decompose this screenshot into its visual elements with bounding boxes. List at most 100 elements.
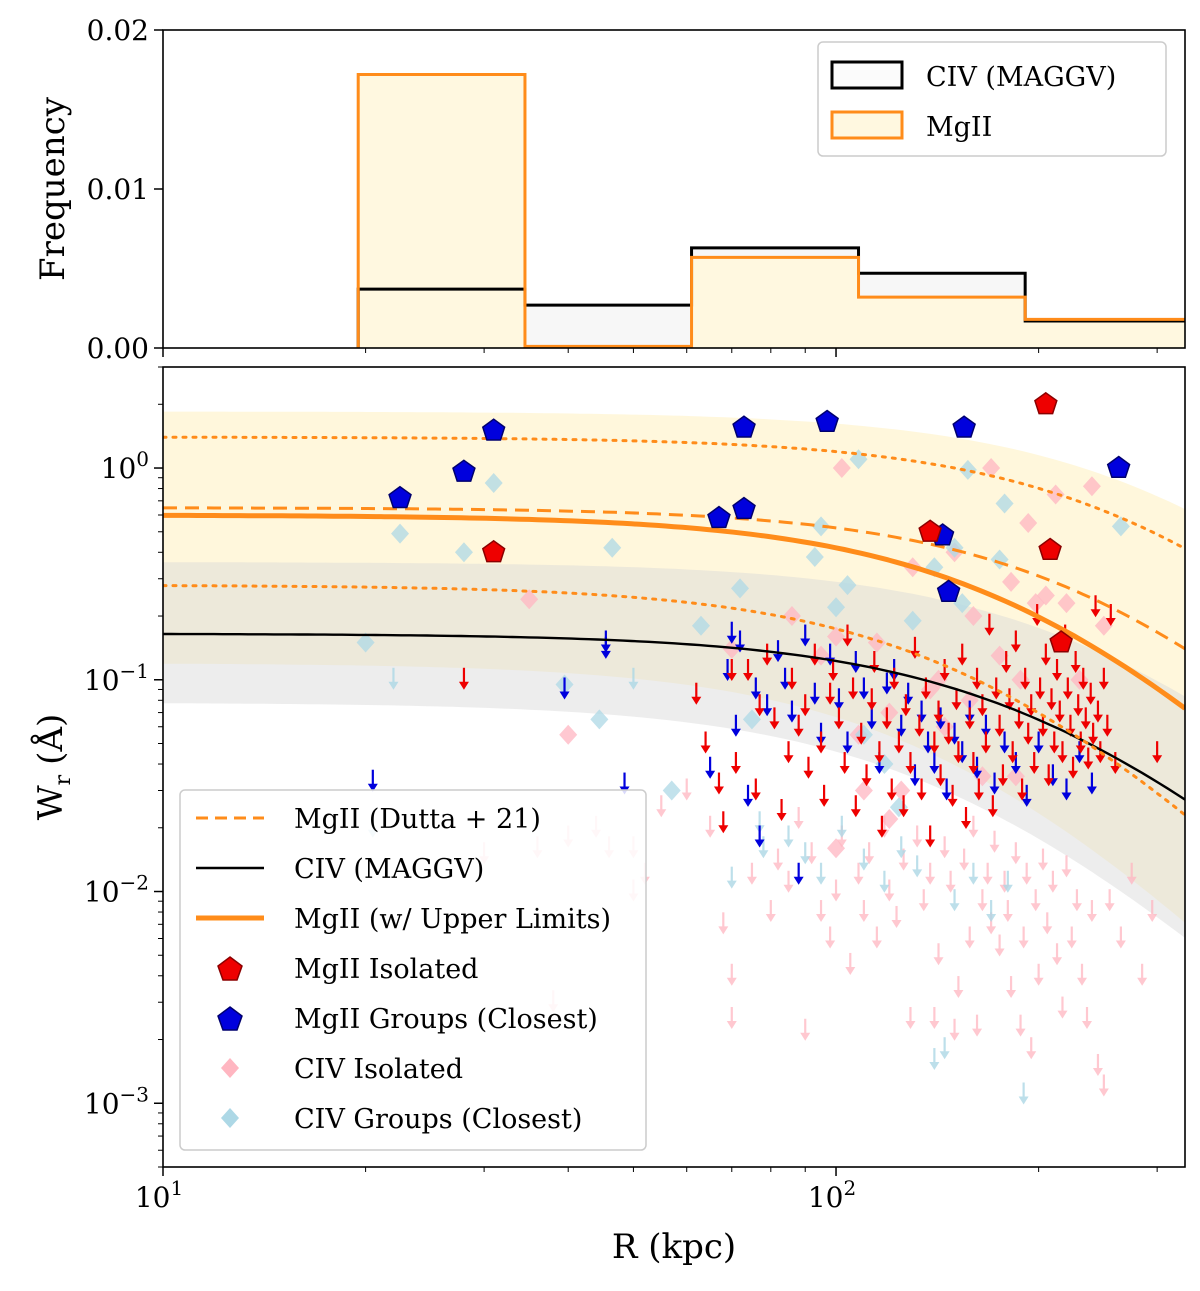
legend-swatch-civ-groups (221, 1108, 239, 1128)
mgii-isolated-upper-limit (874, 741, 885, 764)
mgii-isolated-upper-limit (991, 677, 1002, 700)
mgii-isolated-upper-limit (1054, 700, 1065, 723)
mgii-isolated-upper-limit (1068, 756, 1079, 779)
mgii-isolated-upper-limit (935, 764, 946, 787)
civ-groups-point (391, 523, 410, 544)
civ-isolated-upper-limit (1137, 963, 1148, 986)
civ-detections (356, 449, 1130, 859)
mgii-isolated-upper-limit (786, 667, 797, 690)
civ-isolated-upper-limit (718, 912, 729, 935)
svg-text:Wr(Å): Wr (Å) (30, 714, 76, 821)
mgii-groups-upper-limit (999, 731, 1010, 754)
civ-isolated-upper-limit (1092, 1053, 1103, 1076)
mgii-isolated-upper-limit (951, 688, 962, 711)
mgii-groups-point (732, 415, 756, 438)
mgii-groups-upper-limit (743, 784, 754, 807)
mgii-isolated-upper-limit (939, 659, 950, 682)
mgii-isolated-upper-limit (1085, 682, 1096, 705)
mgii-groups-point (815, 409, 839, 433)
civ-isolated-point (880, 702, 899, 723)
civ-groups-point (484, 472, 503, 493)
mgii-groups-upper-limit (923, 731, 934, 754)
y-label-sub: r (51, 774, 76, 785)
mgii-isolated-upper-limit (833, 707, 844, 730)
histogram-bars (356, 73, 1185, 348)
civ-isolated-upper-limit (1098, 1074, 1109, 1097)
mgii-groups-point (452, 459, 476, 482)
mgii-isolated-upper-limit (881, 707, 892, 730)
civ-groups-point (662, 780, 681, 801)
mgii-isolated-upper-limit (691, 682, 702, 705)
mgii-isolated-upper-limit (1007, 741, 1018, 764)
mgii-groups-upper-limit (773, 640, 784, 663)
mgii-groups-point (707, 505, 731, 529)
mgii-isolated-upper-limit (848, 677, 859, 700)
mgii-isolated-upper-limit (800, 694, 811, 717)
mgii-isolated-point (1038, 537, 1062, 561)
scatter-legend-box (179, 789, 647, 1151)
mgii-isolated-upper-limit (972, 667, 983, 690)
mgii-isolated-upper-limit (876, 815, 887, 838)
mgii-isolated-upper-limit (726, 659, 737, 682)
civ-isolated-point (1057, 593, 1076, 614)
civ-isolated-upper-limit (1037, 848, 1048, 871)
scatter-legend: MgII (Dutta + 21) CIV (MAGGV) MgII (w/ U… (179, 789, 647, 1151)
scatter-ticks: 101 102 10−3 10−2 10−1 100 (84, 366, 1158, 1214)
civ-isolated-upper-limit (1086, 900, 1097, 923)
civ-isolated-upper-limit (1006, 976, 1017, 999)
hist-ytick-label: 0.02 (87, 14, 149, 47)
mgii-isolated-upper-limit (816, 731, 827, 754)
civ-isolated-point (520, 589, 539, 610)
civ-isolated-upper-limit (1002, 900, 1013, 923)
mgii-groups-point (388, 485, 412, 509)
mgii-groups-upper-limit (705, 756, 716, 779)
mgii-isolated-upper-limit (1080, 707, 1091, 730)
mgii-isolated-upper-limit (1017, 778, 1028, 801)
mgii-groups-point (732, 496, 756, 520)
civ-isolated-upper-limit (1030, 889, 1041, 912)
civ-upper-limits (367, 667, 1158, 1105)
curve-mgii-scatter (163, 435, 1185, 551)
civ-isolated-upper-limit (1015, 1014, 1026, 1037)
mgii-isolated-upper-limit (905, 752, 916, 775)
curve-mgii-scatter (163, 584, 1185, 817)
mgii-isolated-upper-limit (754, 694, 765, 717)
mgii-isolated-upper-limit (850, 795, 861, 818)
mgii-isolated-upper-limit (1098, 667, 1109, 690)
mgii-isolated-upper-limit (839, 752, 850, 775)
mgii-groups-upper-limit (941, 778, 952, 801)
civ-isolated-upper-limit (972, 1014, 983, 1037)
hist-ytick-label: 0.01 (87, 173, 149, 206)
mgii-isolated-upper-limit (984, 613, 995, 636)
civ-groups-point (827, 597, 846, 618)
curve-civ-maggv (163, 632, 1185, 801)
civ-isolated-upper-limit (1018, 926, 1029, 949)
civ-isolated-upper-limit (765, 900, 776, 923)
civ-groups-upper-limit (1018, 1082, 1029, 1105)
mgii-groups-upper-limit (866, 707, 877, 730)
civ-isolated-upper-limit (1126, 862, 1137, 885)
civ-isolated-upper-limit (1047, 870, 1058, 893)
civ-groups-upper-limit (836, 815, 847, 838)
mgii-groups-upper-limit (842, 731, 853, 754)
mgii-isolated-upper-limit (1102, 714, 1113, 737)
legend-label-civ-maggv: CIV (MAGGV) (294, 854, 484, 885)
civ-isolated-upper-limit (871, 926, 882, 949)
civ-groups-upper-limit (986, 900, 997, 923)
legend-label-mgii-upper-limits: MgII (w/ Upper Limits) (294, 904, 611, 935)
civ-isolated-upper-limit (925, 862, 936, 885)
mgii-groups-upper-limit (750, 677, 761, 700)
civ-isolated-upper-limit (845, 952, 856, 975)
mgii-groups-upper-limit (972, 756, 983, 779)
civ-isolated-upper-limit (1147, 900, 1158, 923)
mgii-isolated-upper-limit (1073, 694, 1084, 717)
scatter-xtick-label: 101 (135, 1176, 183, 1214)
civ-groups-point (838, 575, 857, 596)
civ-groups-upper-limit (388, 667, 399, 690)
civ-isolated-upper-limit (800, 1018, 811, 1041)
mgii-groups-upper-limit (809, 682, 820, 705)
mgii-isolated-point (481, 539, 506, 563)
y-label-main: W (31, 785, 71, 820)
civ-isolated-point (964, 606, 983, 627)
